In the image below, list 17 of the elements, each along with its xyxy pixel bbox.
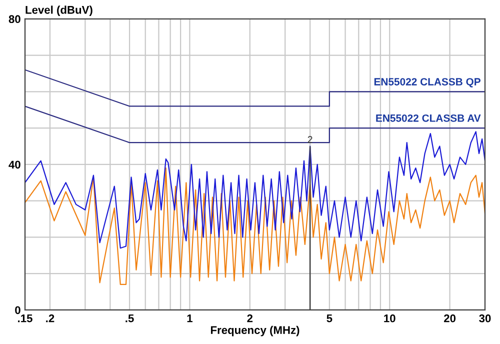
series-label: EN55022 CLASSB AV bbox=[376, 114, 481, 122]
y-tick-label: 0 bbox=[15, 306, 20, 314]
x-tick-label: 5 bbox=[326, 314, 332, 322]
x-tick-label: 1 bbox=[187, 314, 192, 322]
y-axis-title: Level (dBuV) bbox=[26, 6, 92, 16]
x-tick-label: 30 bbox=[479, 314, 491, 322]
x-tick-label: 20 bbox=[444, 314, 456, 322]
annotation: 2 bbox=[308, 136, 312, 143]
x-tick-label: .5 bbox=[126, 314, 134, 322]
x-tick-label: 10 bbox=[384, 314, 396, 322]
y-tick-label: 80 bbox=[8, 15, 20, 24]
x-tick-label: .2 bbox=[46, 314, 54, 322]
y-tick-label: 40 bbox=[8, 160, 20, 169]
series-label: EN55022 CLASSB QP bbox=[374, 78, 480, 88]
x-tick-label: .15 bbox=[18, 314, 32, 322]
x-tick-label: 2 bbox=[247, 314, 253, 322]
x-axis-title: Frequency (MHz) bbox=[210, 326, 300, 336]
